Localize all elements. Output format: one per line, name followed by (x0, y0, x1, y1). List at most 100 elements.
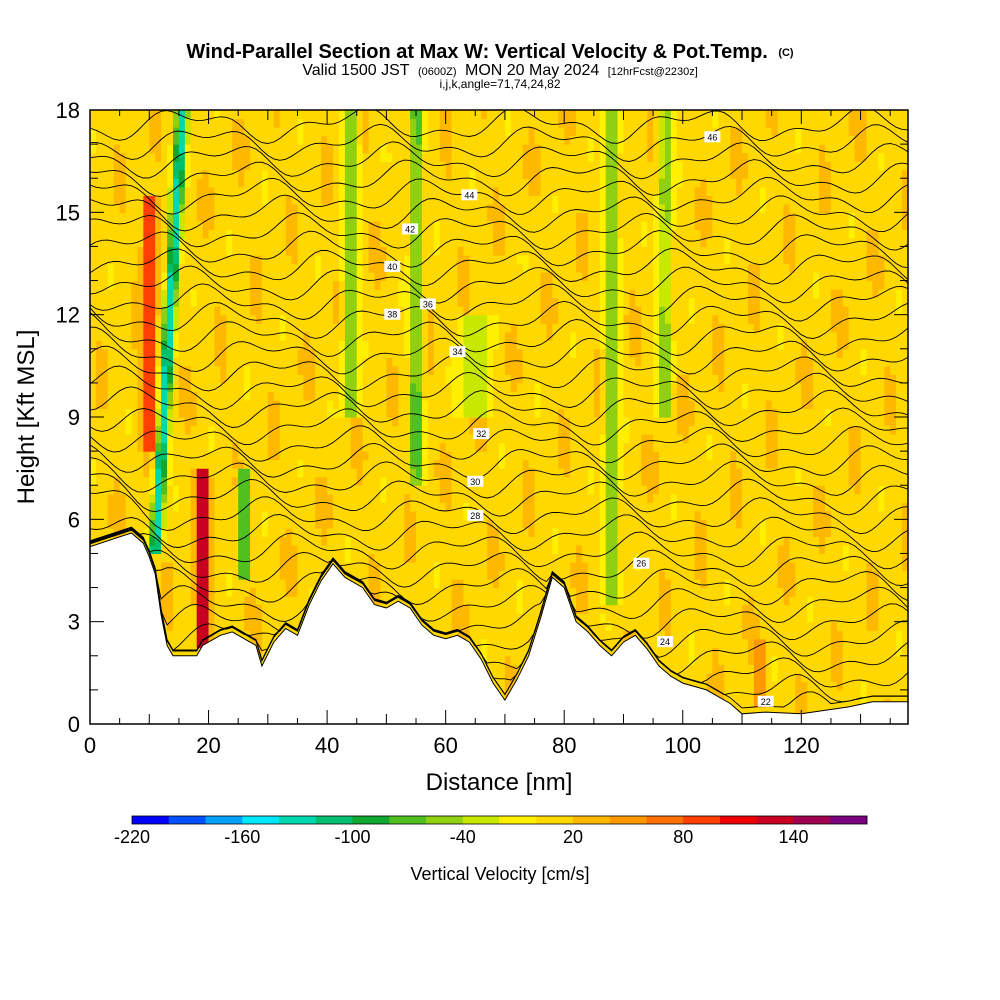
velocity-cell (190, 237, 198, 248)
velocity-cell (273, 195, 281, 205)
velocity-cell (463, 365, 470, 375)
velocity-cell (178, 476, 186, 486)
velocity-cell (333, 519, 340, 529)
velocity-cell (232, 417, 239, 427)
velocity-cell (362, 399, 370, 410)
velocity-cell (475, 417, 482, 427)
velocity-cell (469, 331, 476, 341)
velocity-cell (107, 297, 115, 307)
velocity-cell (125, 425, 133, 435)
velocity-cell (214, 630, 222, 640)
velocity-cell (238, 220, 245, 230)
velocity-cell (208, 254, 216, 265)
velocity-cell (410, 519, 417, 529)
velocity-cell (220, 220, 227, 230)
velocity-cell (149, 237, 156, 248)
velocity-cell (220, 485, 227, 495)
velocity-cell (119, 374, 127, 384)
velocity-cell (184, 297, 192, 307)
velocity-cell (410, 544, 417, 555)
velocity-cell (374, 553, 382, 563)
velocity-cell (475, 399, 482, 410)
velocity-cell (279, 272, 287, 282)
velocity-cell (291, 331, 299, 341)
velocity-cell (291, 169, 299, 179)
velocity-cell (214, 519, 222, 529)
subtitle-utc: (0600Z) (418, 66, 457, 78)
velocity-cell (433, 357, 441, 367)
velocity-cell (469, 348, 476, 358)
velocity-cell (303, 527, 310, 537)
velocity-cell (333, 161, 340, 171)
velocity-cell (356, 485, 364, 495)
velocity-cell (232, 186, 239, 196)
velocity-cell (410, 169, 417, 179)
velocity-cell (433, 579, 441, 589)
velocity-cell (155, 561, 162, 572)
velocity-cell (273, 536, 281, 546)
velocity-cell (368, 186, 376, 196)
velocity-cell (398, 152, 405, 162)
velocity-cell (321, 186, 328, 196)
velocity-cell (362, 544, 370, 555)
velocity-cell (392, 237, 399, 248)
velocity-cell (475, 246, 482, 256)
velocity-cell (273, 417, 281, 427)
velocity-cell (279, 365, 287, 375)
velocity-cell (273, 442, 281, 452)
velocity-cell (469, 323, 476, 333)
velocity-cell (244, 272, 251, 282)
velocity-cell (386, 502, 393, 512)
velocity-cell (469, 178, 476, 188)
velocity-cell (356, 553, 364, 563)
velocity-cell (250, 408, 257, 418)
velocity-cell (238, 314, 245, 324)
velocity-cell (208, 544, 216, 555)
velocity-cell (291, 246, 299, 256)
velocity-cell (172, 570, 180, 580)
velocity-cell (427, 161, 435, 171)
velocity-cell (487, 476, 494, 486)
velocity-cell (190, 630, 198, 640)
velocity-cell (178, 220, 186, 230)
subtitle-valid: Valid 1500 JST (302, 62, 410, 79)
velocity-cell (463, 331, 470, 341)
velocity-cell (220, 314, 227, 324)
velocity-cell (427, 485, 435, 495)
velocity-cell (457, 357, 465, 367)
velocity-cell (90, 340, 97, 350)
velocity-cell (184, 510, 192, 520)
velocity-cell (421, 152, 429, 162)
velocity-cell (469, 280, 476, 290)
velocity-cell (362, 178, 370, 188)
velocity-cell (303, 408, 310, 418)
velocity-cell (101, 485, 109, 495)
velocity-cell (267, 596, 275, 606)
velocity-cell (469, 638, 476, 648)
velocity-cell (226, 391, 233, 401)
velocity-cell (427, 613, 435, 623)
velocity-cell (244, 374, 251, 384)
velocity-cell (255, 263, 263, 273)
velocity-cell (190, 502, 198, 512)
velocity-cell (285, 203, 293, 213)
velocity-cell (190, 485, 198, 495)
velocity-cell (398, 237, 405, 248)
velocity-cell (445, 135, 453, 145)
velocity-cell (291, 399, 299, 410)
velocity-cell (344, 468, 352, 478)
velocity-cell (184, 340, 192, 350)
velocity-cell (190, 186, 198, 196)
velocity-cell (255, 553, 263, 563)
velocity-cell (244, 297, 251, 307)
velocity-cell (398, 391, 405, 401)
velocity-cell (487, 348, 494, 358)
velocity-cell (250, 263, 257, 273)
velocity-cell (291, 434, 299, 444)
velocity-cell (350, 502, 358, 512)
velocity-cell (184, 374, 192, 384)
velocity-cell (190, 613, 198, 623)
velocity-cell (457, 587, 465, 597)
velocity-cell (214, 604, 222, 614)
velocity-cell (439, 553, 447, 563)
